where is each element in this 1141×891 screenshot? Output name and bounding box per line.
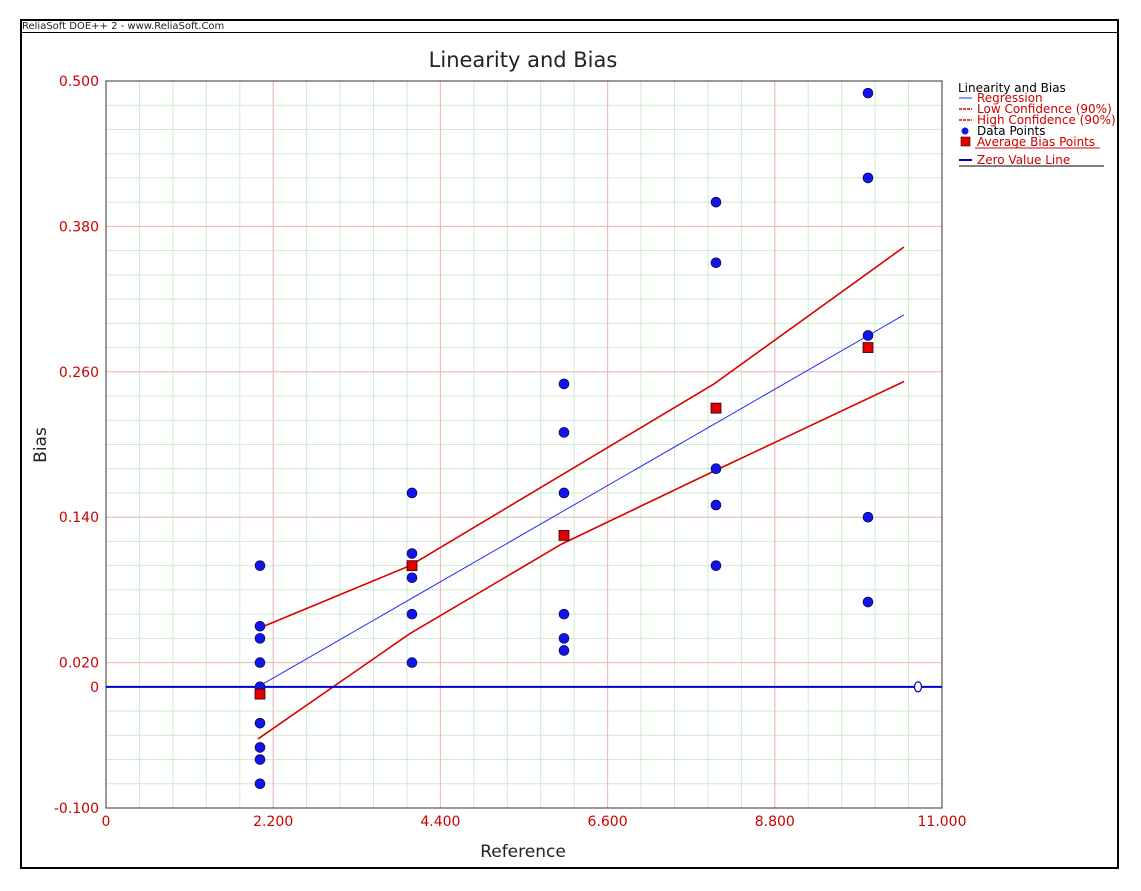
series-lines xyxy=(106,246,942,740)
legend-item-label: Low Confidence (90%) xyxy=(977,102,1112,116)
legend-item-label: High Confidence (90%) xyxy=(977,113,1116,127)
data-point xyxy=(254,620,266,632)
data-point xyxy=(862,596,874,608)
title-separator xyxy=(22,32,1117,33)
legend-swatch-average xyxy=(960,136,971,147)
data-point xyxy=(254,560,266,571)
data-point xyxy=(862,511,874,523)
data-point xyxy=(558,645,570,656)
minor-grid xyxy=(105,80,943,809)
regression-line xyxy=(257,314,905,688)
x-tick-label: 6.600 xyxy=(588,814,628,830)
plot-area xyxy=(105,80,943,809)
y-tick-label: -0.100 xyxy=(54,801,99,817)
data-point xyxy=(558,487,570,499)
y-tick-label: 0.500 xyxy=(59,74,99,90)
zero-line-handle xyxy=(913,681,923,693)
x-tick-label: 8.800 xyxy=(755,814,795,830)
data-point xyxy=(406,608,418,620)
y-axis-ticks: -0.100 0 0.020 0.140 0.260 0.380 0.500 xyxy=(54,74,99,817)
y-tick-label: 0.380 xyxy=(59,219,99,235)
x-axis-label: Reference xyxy=(480,842,566,862)
data-point xyxy=(862,172,874,184)
x-tick-label: 2.200 xyxy=(253,814,293,830)
average-bias-point xyxy=(862,342,874,353)
x-tick-label: 0 xyxy=(102,814,111,830)
data-point xyxy=(558,633,570,644)
data-point xyxy=(862,87,874,99)
data-point xyxy=(254,633,266,644)
legend-item-label: Regression xyxy=(977,91,1043,105)
data-point xyxy=(710,196,722,208)
average-bias-point xyxy=(710,402,722,414)
data-point xyxy=(710,257,722,269)
data-point xyxy=(254,657,266,668)
y-axis-label: Bias xyxy=(31,427,51,463)
data-point xyxy=(558,427,570,438)
data-point xyxy=(558,608,570,620)
y-tick-label: 0.020 xyxy=(59,656,99,672)
data-point xyxy=(406,657,418,668)
data-point xyxy=(710,499,722,511)
average-bias-point xyxy=(254,688,266,700)
legend-item-label: Data Points xyxy=(977,124,1046,138)
data-point xyxy=(710,560,722,571)
y-tick-label: 0 xyxy=(90,680,99,696)
legend-swatch-point xyxy=(961,127,969,135)
data-point xyxy=(558,378,570,390)
data-point xyxy=(254,778,266,790)
low-confidence-line xyxy=(257,380,905,740)
legend-item-label: Zero Value Line xyxy=(977,153,1070,167)
average-bias-point xyxy=(406,560,418,572)
legend-title: Linearity and Bias xyxy=(958,81,1066,95)
x-axis-ticks: 0 2.200 4.400 6.600 8.800 11.000 xyxy=(102,814,967,830)
data-point xyxy=(406,572,418,584)
data-point xyxy=(406,548,418,559)
data-point xyxy=(710,463,722,475)
series-points xyxy=(254,87,874,790)
legend-item-label: Average Bias Points xyxy=(977,135,1095,149)
chart-title: Linearity and Bias xyxy=(429,48,618,72)
data-point xyxy=(862,330,874,341)
data-point xyxy=(254,717,266,729)
average-bias-point xyxy=(558,529,570,541)
data-point xyxy=(254,754,266,765)
x-tick-label: 11.000 xyxy=(918,814,967,830)
x-tick-label: 4.400 xyxy=(420,814,460,830)
y-tick-label: 0.140 xyxy=(59,510,99,526)
window-title: ReliaSoft DOE++ 2 - www.ReliaSoft.Com xyxy=(22,21,225,32)
high-confidence-line xyxy=(257,246,905,630)
data-point xyxy=(406,487,418,499)
data-point xyxy=(254,742,266,753)
y-tick-label: 0.260 xyxy=(59,365,99,381)
